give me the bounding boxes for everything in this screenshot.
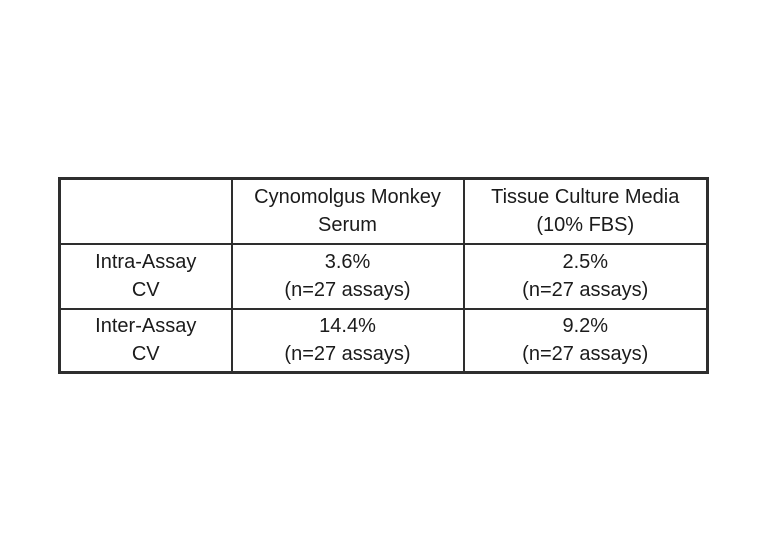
row-label-line: Intra-Assay bbox=[95, 251, 197, 273]
header-cell-cynomolgus-monkey-serum: Cynomolgus Monkey Serum bbox=[230, 177, 465, 245]
cell-inter-assay-tissue-culture: 9.2% (n=27 assays) bbox=[462, 307, 709, 374]
n-assays-note: (n=27 assays) bbox=[522, 279, 649, 301]
cv-value: 14.4% bbox=[319, 315, 376, 338]
cv-value: 2.5% bbox=[562, 251, 609, 273]
row-label-line: CV bbox=[131, 343, 160, 366]
row-label-line: CV bbox=[131, 279, 160, 301]
cell-intra-assay-tissue-culture: 2.5% (n=27 assays) bbox=[462, 242, 709, 310]
table-row-inter-assay: Inter-Assay CV 14.4% (n=27 assays) 9.2% … bbox=[58, 307, 709, 374]
cv-value: 3.6% bbox=[324, 251, 371, 273]
cv-precision-table: Cynomolgus Monkey Serum Tissue Culture M… bbox=[58, 177, 709, 374]
cell-inter-assay-monkey-serum: 14.4% (n=27 assays) bbox=[230, 307, 465, 374]
header-cell-tissue-culture-media: Tissue Culture Media (10% FBS) bbox=[462, 177, 709, 245]
header-line: Cynomolgus Monkey bbox=[254, 186, 441, 209]
row-label-line: Inter-Assay bbox=[95, 315, 197, 338]
row-label-intra-assay-cv: Intra-Assay CV bbox=[58, 242, 233, 310]
header-line: Tissue Culture Media bbox=[491, 186, 680, 209]
n-assays-note: (n=27 assays) bbox=[522, 343, 649, 366]
n-assays-note: (n=27 assays) bbox=[284, 279, 411, 301]
row-label-inter-assay-cv: Inter-Assay CV bbox=[58, 307, 233, 374]
table-row-intra-assay: Intra-Assay CV 3.6% (n=27 assays) 2.5% (… bbox=[58, 242, 709, 310]
header-row: Cynomolgus Monkey Serum Tissue Culture M… bbox=[58, 177, 709, 245]
n-assays-note: (n=27 assays) bbox=[284, 343, 411, 366]
header-line: (10% FBS) bbox=[536, 214, 635, 237]
cv-value: 9.2% bbox=[562, 315, 609, 338]
cell-intra-assay-monkey-serum: 3.6% (n=27 assays) bbox=[230, 242, 465, 310]
corner-cell bbox=[58, 177, 233, 245]
header-line: Serum bbox=[318, 214, 377, 237]
